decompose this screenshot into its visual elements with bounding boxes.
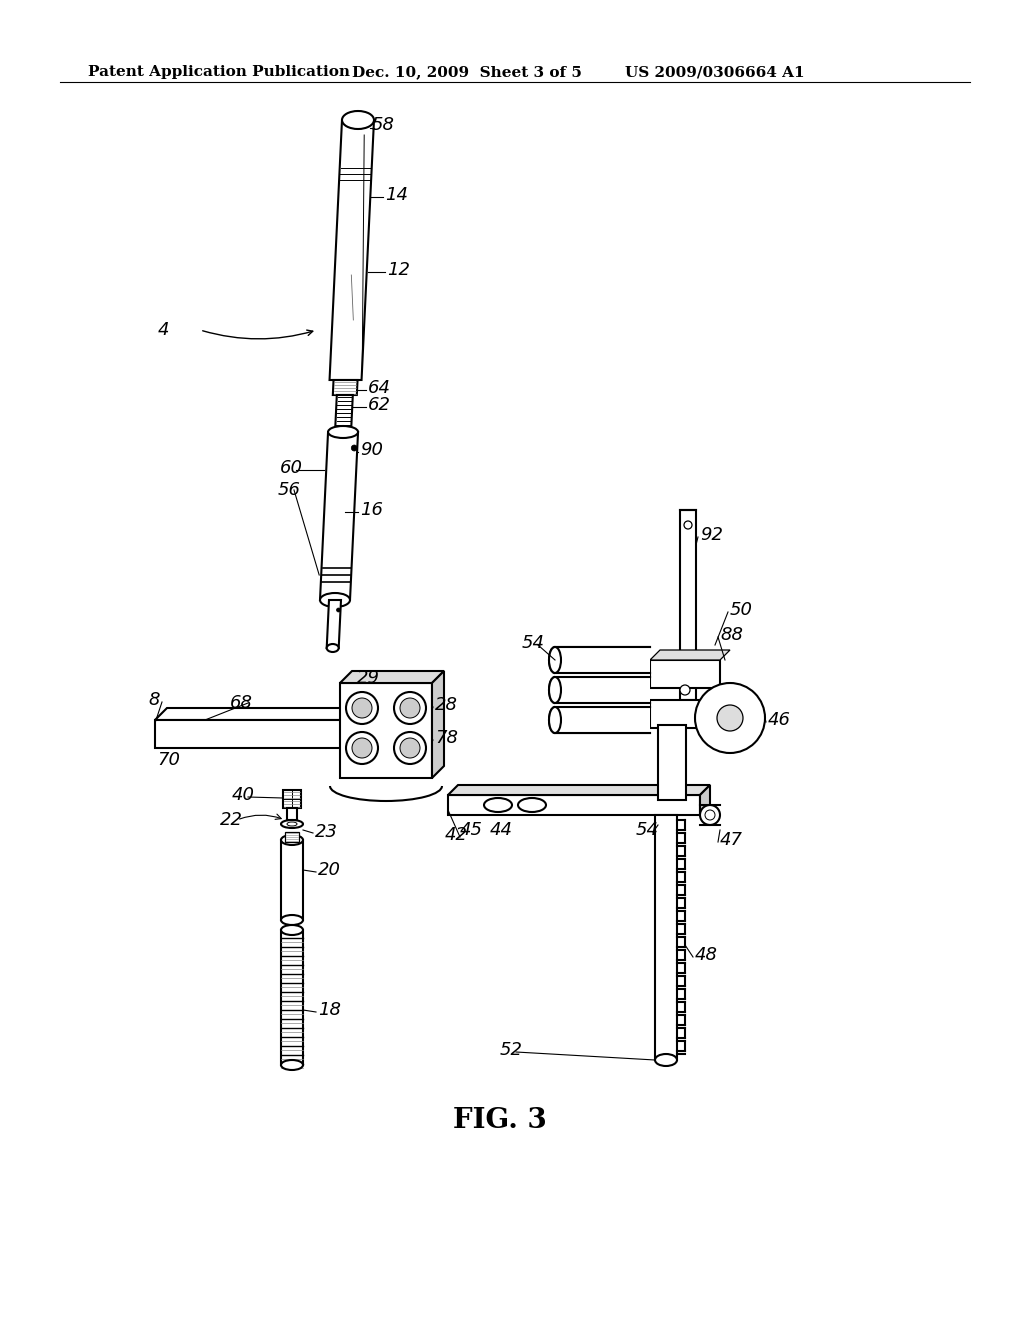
Ellipse shape [328,426,358,438]
Text: 45: 45 [460,821,483,840]
Ellipse shape [684,521,692,529]
Ellipse shape [287,822,297,826]
Text: 62: 62 [368,396,391,414]
Text: 46: 46 [768,711,791,729]
Ellipse shape [549,647,561,673]
Text: 88: 88 [720,626,743,644]
Ellipse shape [518,799,546,812]
Polygon shape [400,708,412,748]
Text: 44: 44 [490,821,513,840]
Ellipse shape [549,677,561,704]
Text: 60: 60 [280,459,303,477]
Ellipse shape [346,733,378,764]
Text: Patent Application Publication: Patent Application Publication [88,65,350,79]
Ellipse shape [655,1053,677,1067]
Bar [680,510,696,700]
Polygon shape [335,395,353,432]
Ellipse shape [484,799,512,812]
Ellipse shape [346,692,378,723]
Bar [555,647,650,734]
Text: 54: 54 [636,821,659,840]
Ellipse shape [400,738,420,758]
Text: 90: 90 [360,441,383,459]
Polygon shape [650,649,730,660]
Ellipse shape [281,836,303,845]
Text: 16: 16 [360,502,383,519]
Bar [287,808,297,820]
Ellipse shape [700,805,720,825]
Ellipse shape [327,644,339,652]
Polygon shape [340,671,444,682]
Polygon shape [327,601,341,648]
Text: Dec. 10, 2009  Sheet 3 of 5: Dec. 10, 2009 Sheet 3 of 5 [352,65,582,79]
Ellipse shape [549,708,561,733]
Ellipse shape [549,677,561,704]
Bar [285,832,299,842]
Bar [655,814,677,1060]
Polygon shape [330,120,374,380]
Text: 4: 4 [158,321,170,339]
Text: 8: 8 [148,690,160,709]
Text: 22: 22 [220,810,243,829]
Polygon shape [319,432,358,601]
Text: 14: 14 [385,186,408,205]
Ellipse shape [281,820,303,828]
Text: 92: 92 [700,525,723,544]
Text: 40: 40 [232,785,255,804]
Ellipse shape [352,738,372,758]
Polygon shape [155,719,400,748]
Text: 68: 68 [230,694,253,711]
Ellipse shape [680,685,690,696]
Text: US 2009/0306664 A1: US 2009/0306664 A1 [625,65,805,79]
Text: 54: 54 [522,634,545,652]
Text: 42: 42 [445,826,468,843]
Text: 47: 47 [720,832,743,849]
Ellipse shape [695,682,765,752]
Text: 29: 29 [357,669,380,686]
Ellipse shape [705,810,715,820]
Ellipse shape [351,445,357,451]
Ellipse shape [394,733,426,764]
Ellipse shape [281,1060,303,1071]
Ellipse shape [342,111,374,129]
Text: 58: 58 [372,116,395,135]
Text: 12: 12 [387,261,410,279]
Polygon shape [333,380,357,395]
Polygon shape [700,785,710,814]
Text: 52: 52 [500,1041,523,1059]
Ellipse shape [337,609,341,612]
Ellipse shape [281,915,303,925]
Text: 28: 28 [435,696,458,714]
Text: 70: 70 [157,751,180,770]
Bar [658,725,686,800]
Text: 18: 18 [318,1001,341,1019]
Ellipse shape [394,692,426,723]
Ellipse shape [549,708,561,733]
Text: 64: 64 [368,379,391,397]
Polygon shape [449,785,710,795]
Ellipse shape [549,647,561,673]
Text: 20: 20 [318,861,341,879]
Text: 56: 56 [278,480,301,499]
Bar [283,789,301,808]
Ellipse shape [717,705,743,731]
Text: 78: 78 [435,729,458,747]
Polygon shape [340,682,432,777]
Bar [650,700,720,729]
Text: 23: 23 [315,822,338,841]
Bar [650,660,720,688]
Ellipse shape [281,925,303,935]
Ellipse shape [352,698,372,718]
Text: 50: 50 [730,601,753,619]
Polygon shape [432,671,444,777]
Text: 48: 48 [695,946,718,964]
Polygon shape [155,708,412,719]
Text: FIG. 3: FIG. 3 [454,1106,547,1134]
Ellipse shape [400,698,420,718]
Ellipse shape [319,593,350,607]
Polygon shape [449,795,700,814]
